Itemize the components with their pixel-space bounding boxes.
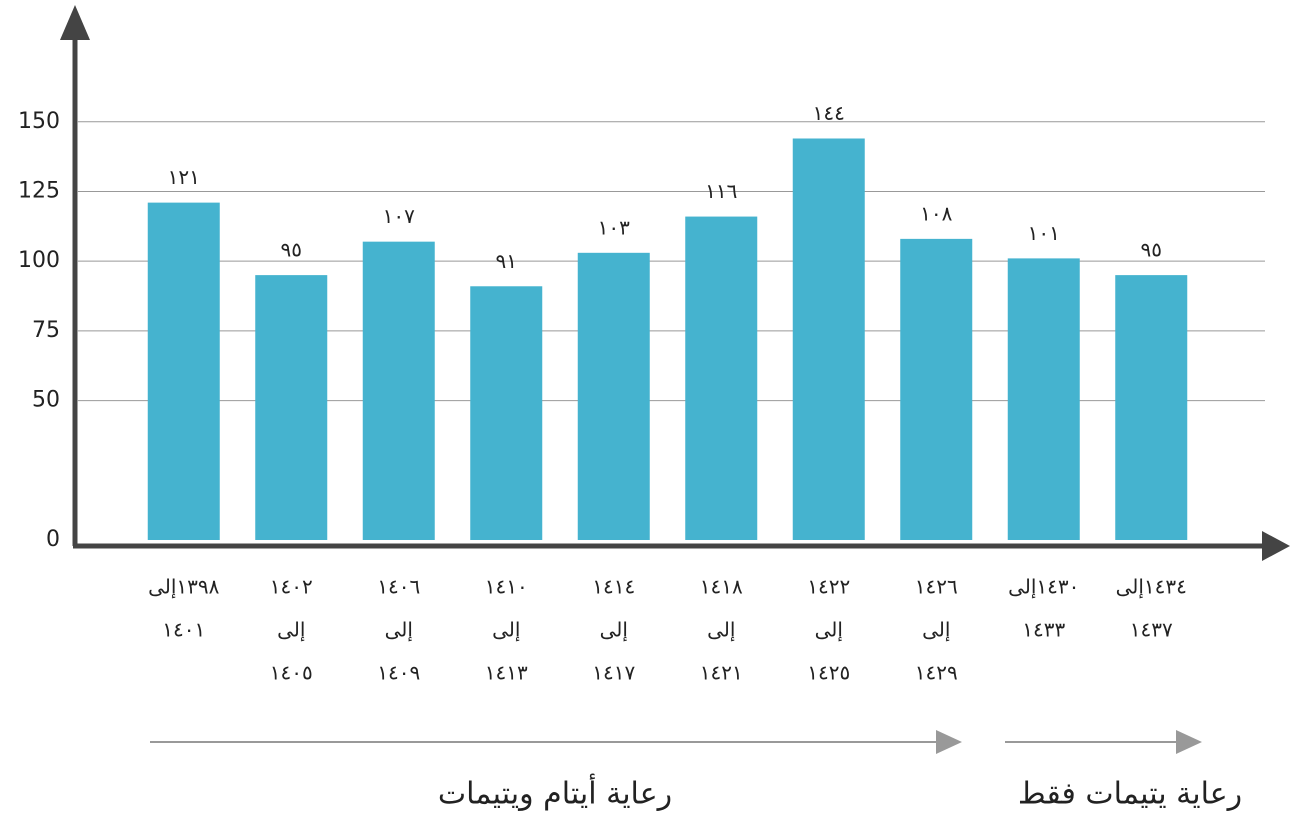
x-axis-arrow bbox=[1262, 531, 1290, 561]
value-label: ١٠٣ bbox=[598, 215, 630, 239]
bar bbox=[147, 202, 220, 540]
bar bbox=[255, 275, 328, 540]
y-tick-label: 0 bbox=[46, 527, 60, 552]
x-tick-label: ١٤١٤ bbox=[592, 575, 635, 599]
annotation: رعاية أيتام ويتيمات bbox=[438, 773, 672, 812]
y-tick-label: 100 bbox=[18, 248, 60, 273]
x-tick-label: ١٤١٨ bbox=[700, 575, 743, 599]
span-arrow-head bbox=[1176, 730, 1202, 754]
x-tick-label: إلى bbox=[707, 618, 735, 643]
y-tick-label: 50 bbox=[32, 388, 60, 413]
value-label: ١٠٧ bbox=[383, 204, 415, 228]
x-tick-label: ١٤٣٤إلى bbox=[1116, 575, 1187, 600]
y-tick-label: 150 bbox=[18, 109, 60, 134]
x-tick-label: ١٤١٧ bbox=[592, 661, 635, 685]
x-tick-label: ١٤٢٢ bbox=[807, 575, 850, 599]
x-tick-label: ١٣٩٨إلى bbox=[148, 575, 220, 600]
x-tick-label: ١٤١٣ bbox=[485, 661, 528, 685]
bar bbox=[792, 138, 865, 540]
bar bbox=[685, 216, 758, 541]
value-label: ١٠٨ bbox=[920, 201, 952, 225]
x-tick-label: ١٤٠٦ bbox=[377, 575, 420, 599]
x-tick-label: ١٤٢٩ bbox=[915, 661, 958, 685]
x-tick-label: ١٤٠٥ bbox=[270, 661, 313, 685]
x-tick-label: ١٤٠٩ bbox=[377, 661, 420, 685]
value-label: ٩٥ bbox=[1141, 238, 1162, 262]
x-tick-label: ١٤٠١ bbox=[162, 618, 205, 642]
value-label: ١٤٤ bbox=[813, 101, 845, 125]
y-axis-arrow bbox=[60, 5, 90, 40]
x-tick-label: إلى bbox=[492, 618, 520, 643]
annotation: رعاية يتيمات فقط bbox=[1018, 777, 1242, 812]
x-tick-label: ١٤٣٠إلى bbox=[1008, 575, 1079, 600]
value-label: ٩٥ bbox=[281, 238, 302, 262]
x-tick-label: ١٤٣٣ bbox=[1022, 618, 1065, 642]
value-label: ١٠١ bbox=[1028, 221, 1060, 245]
x-tick-label: ١٤١٠ bbox=[485, 575, 528, 599]
value-label: ١١٦ bbox=[705, 179, 737, 203]
x-tick-label: ١٤٣٧ bbox=[1130, 618, 1173, 642]
y-tick-label: 125 bbox=[18, 178, 60, 203]
bar bbox=[1115, 275, 1188, 540]
value-label: ٩١ bbox=[496, 249, 517, 273]
x-tick-label: ١٤٠٢ bbox=[270, 575, 313, 599]
bar bbox=[1007, 258, 1080, 540]
bar bbox=[470, 286, 543, 540]
bar bbox=[577, 252, 650, 540]
x-tick-label: ١٤٢١ bbox=[700, 661, 743, 685]
x-tick-label: ١٤٢٥ bbox=[807, 661, 850, 685]
y-tick-label: 75 bbox=[32, 318, 60, 343]
x-tick-label: إلى bbox=[600, 618, 628, 643]
span-arrow-head bbox=[936, 730, 962, 754]
x-tick-label: إلى bbox=[385, 618, 413, 643]
value-label: ١٢١ bbox=[168, 165, 200, 189]
bar bbox=[362, 241, 435, 541]
bar bbox=[900, 238, 973, 540]
x-tick-label: ١٤٢٦ bbox=[915, 575, 958, 599]
x-tick-label: إلى bbox=[815, 618, 843, 643]
x-tick-label: إلى bbox=[922, 618, 950, 643]
x-tick-label: إلى bbox=[277, 618, 305, 643]
